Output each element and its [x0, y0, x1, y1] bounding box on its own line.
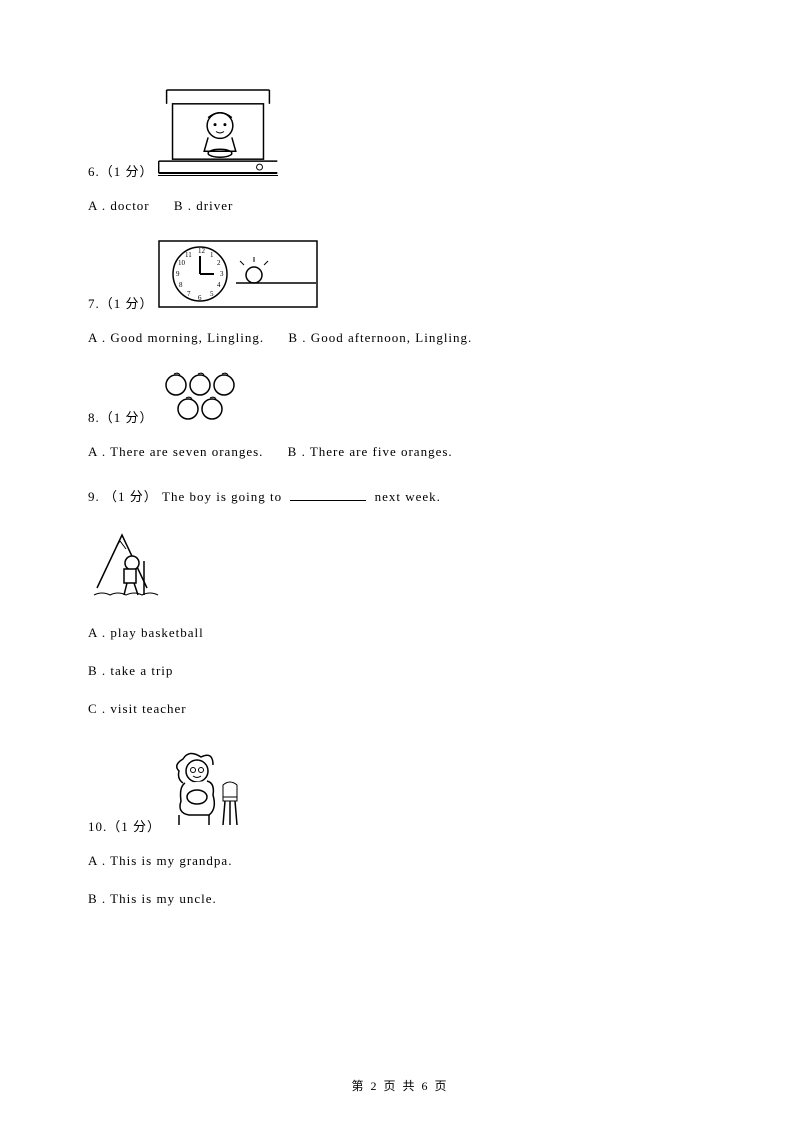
svg-text:4: 4: [217, 281, 221, 289]
svg-text:9: 9: [176, 270, 180, 278]
question-9: 9. （1 分） The boy is going to next week. …: [88, 486, 712, 717]
q9-text-after: next week.: [375, 489, 441, 504]
q8-options: A . There are seven oranges. B . There a…: [88, 444, 712, 460]
q6-option-a: A . doctor: [88, 198, 150, 213]
svg-text:11: 11: [185, 251, 192, 259]
page-footer: 第 2 页 共 6 页: [0, 1077, 800, 1094]
q8-points: （1 分）: [100, 407, 154, 426]
question-9-line: 9. （1 分） The boy is going to next week.: [88, 486, 712, 505]
svg-text:12: 12: [198, 247, 206, 255]
q7-option-a: A . Good morning, Lingling.: [88, 330, 264, 345]
q10-points: （1 分）: [107, 816, 161, 835]
q7-options: A . Good morning, Lingling. B . Good aft…: [88, 330, 712, 346]
svg-text:2: 2: [217, 259, 221, 267]
hiking-image: [92, 523, 170, 625]
q7-number: 7.: [88, 296, 100, 312]
q6-number: 6.: [88, 164, 100, 180]
question-10: 10. （1 分） A . This is my grandpa. B . Th…: [88, 743, 712, 907]
question-7: 7. （1 分） 12 3 6 9 1 2 4 5 7 8 10 11: [88, 240, 712, 346]
q10-option-a: A . This is my grandpa.: [88, 853, 712, 869]
grandma-image: [165, 743, 253, 835]
bus-driver-image: [158, 88, 278, 180]
q9-option-c: C . visit teacher: [88, 701, 712, 717]
q8-option-b: B . There are five oranges.: [288, 444, 453, 459]
question-8: 8. （1 分） A . There are seven oranges. B …: [88, 372, 712, 460]
question-8-line: 8. （1 分）: [88, 372, 712, 426]
question-7-line: 7. （1 分） 12 3 6 9 1 2 4 5 7 8 10 11: [88, 240, 712, 312]
q8-option-a: A . There are seven oranges.: [88, 444, 263, 459]
svg-text:7: 7: [187, 290, 191, 298]
q9-points: （1 分）: [104, 489, 158, 504]
svg-text:5: 5: [210, 290, 214, 298]
q9-option-a: A . play basketball: [88, 625, 712, 641]
question-6-line: 6. （1 分）: [88, 88, 712, 180]
svg-text:1: 1: [210, 251, 214, 259]
svg-text:8: 8: [179, 281, 183, 289]
question-10-line: 10. （1 分）: [88, 743, 712, 835]
q9-number: 9.: [88, 489, 100, 504]
q10-number: 10.: [88, 819, 107, 835]
q6-option-b: B . driver: [174, 198, 233, 213]
q8-number: 8.: [88, 410, 100, 426]
question-6: 6. （1 分） A . doctor B .: [88, 88, 712, 214]
svg-text:10: 10: [178, 259, 186, 267]
clock-image: 12 3 6 9 1 2 4 5 7 8 10 11: [158, 240, 318, 312]
q7-option-b: B . Good afternoon, Lingling.: [288, 330, 472, 345]
q9-text-before: The boy is going to: [162, 489, 282, 504]
q10-option-b: B . This is my uncle.: [88, 891, 712, 907]
q9-option-b: B . take a trip: [88, 663, 712, 679]
oranges-image: [158, 372, 248, 426]
q7-points: （1 分）: [100, 293, 154, 312]
q9-blank: [290, 500, 366, 501]
q6-points: （1 分）: [100, 161, 154, 180]
svg-text:3: 3: [220, 270, 224, 278]
q6-options: A . doctor B . driver: [88, 198, 712, 214]
svg-text:6: 6: [198, 294, 202, 302]
